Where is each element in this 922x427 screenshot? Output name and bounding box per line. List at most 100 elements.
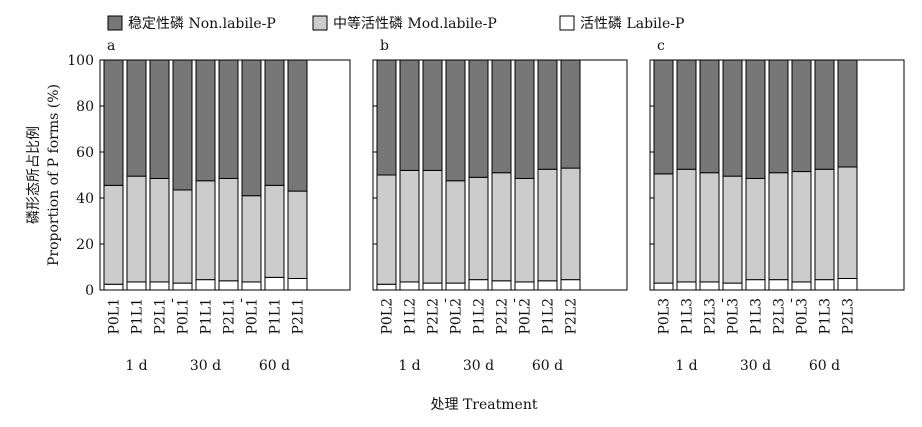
bar-non-a-0-2 <box>149 59 170 179</box>
bar-mod-a-2-0 <box>241 195 262 283</box>
bar-non-a-0-0 <box>103 59 124 186</box>
bar-labile-c-0-1 <box>676 281 697 291</box>
category-label: P0L1 <box>107 298 123 335</box>
bar-non-b-2-2 <box>560 59 581 169</box>
bar-non-c-2-0 <box>791 59 812 173</box>
bar-labile-c-1-1 <box>745 279 766 291</box>
bar-labile-b-1-2 <box>491 280 512 291</box>
y-tick-label: 0 <box>85 283 94 299</box>
legend-swatch-2 <box>312 15 328 31</box>
category-label: P0L3 <box>726 298 742 335</box>
category-label: P2L2 <box>495 298 511 335</box>
bar-non-c-1-1 <box>745 59 766 179</box>
legend-swatch-3 <box>559 15 575 31</box>
legend-label-1: 稳定性磷 Non.labile-P <box>128 16 276 32</box>
bar-non-a-1-0 <box>172 59 193 191</box>
y-tick-label: 40 <box>76 191 94 207</box>
group-separator: - <box>783 298 799 303</box>
bar-labile-c-2-1 <box>814 279 835 291</box>
bar-labile-c-2-0 <box>791 281 812 291</box>
category-label: P2L1 <box>291 298 307 335</box>
category-label: P1L2 <box>403 298 419 335</box>
bar-labile-a-1-1 <box>195 279 216 291</box>
category-label: P1L1 <box>130 298 146 335</box>
group-label: 30 d <box>190 358 221 374</box>
bar-labile-c-2-2 <box>837 278 858 291</box>
bar-mod-c-2-0 <box>791 171 812 283</box>
category-label: P0L3 <box>795 298 811 335</box>
group-label: 60 d <box>532 358 563 374</box>
y-tick-label: 100 <box>67 53 94 69</box>
bar-labile-a-0-0 <box>103 283 124 291</box>
group-separator: - <box>437 298 453 303</box>
category-label: P1L3 <box>680 298 696 335</box>
bar-mod-a-1-0 <box>172 189 193 284</box>
category-label: P0L2 <box>449 298 465 335</box>
bar-non-b-1-2 <box>491 59 512 174</box>
category-label: P2L3 <box>772 298 788 335</box>
x-axis-title: 处理 Treatment <box>431 397 538 413</box>
bar-labile-b-1-0 <box>445 282 466 291</box>
group-separator: - <box>714 298 730 303</box>
bar-labile-b-0-2 <box>422 282 443 291</box>
bar-labile-c-1-0 <box>722 282 743 291</box>
bar-non-c-1-2 <box>768 59 789 174</box>
bar-labile-c-1-2 <box>768 279 789 291</box>
bar-labile-a-0-2 <box>149 281 170 291</box>
bar-non-a-2-2 <box>287 59 308 192</box>
bar-mod-c-0-1 <box>676 168 697 283</box>
group-separator: - <box>506 298 522 303</box>
bar-non-c-0-2 <box>699 59 720 174</box>
y-tick-label: 80 <box>76 99 94 115</box>
bar-mod-a-2-1 <box>264 184 285 278</box>
bar-non-b-0-0 <box>376 59 397 176</box>
category-label: P2L2 <box>564 298 580 335</box>
bar-non-a-2-0 <box>241 59 262 197</box>
y-axis-label-en: Proportion of P forms (%) <box>46 84 62 266</box>
bar-labile-a-1-0 <box>172 282 193 291</box>
bar-mod-b-1-0 <box>445 180 466 284</box>
bar-mod-c-0-0 <box>653 173 674 284</box>
bar-non-b-2-1 <box>537 59 558 170</box>
bar-labile-b-2-2 <box>560 279 581 291</box>
panel-label-b: b <box>380 38 389 54</box>
category-label: P1L2 <box>541 298 557 335</box>
bar-mod-c-2-1 <box>814 168 835 281</box>
group-label: 30 d <box>740 358 771 374</box>
category-label: P1L2 <box>472 298 488 335</box>
bar-labile-b-2-0 <box>514 281 535 291</box>
bar-labile-b-0-1 <box>399 281 420 291</box>
bar-mod-b-0-1 <box>399 169 420 283</box>
bar-mod-a-1-2 <box>218 177 239 282</box>
group-label: 60 d <box>809 358 840 374</box>
category-label: P0L1 <box>245 298 261 335</box>
category-label: P1L1 <box>199 298 215 335</box>
y-axis-label-cn: 磷形态所占比例 <box>26 126 42 224</box>
bar-mod-b-0-0 <box>376 174 397 285</box>
bar-mod-a-0-0 <box>103 184 124 285</box>
bar-non-b-1-1 <box>468 59 489 178</box>
bar-labile-c-0-0 <box>653 282 674 291</box>
category-label: P0L2 <box>518 298 534 335</box>
panel-label-a: a <box>107 38 115 54</box>
group-separator: - <box>164 298 180 303</box>
bar-non-c-0-1 <box>676 59 697 170</box>
bar-non-a-1-1 <box>195 59 216 182</box>
category-label: P0L2 <box>380 298 396 335</box>
bar-non-b-0-1 <box>399 59 420 171</box>
bar-mod-c-2-2 <box>837 166 858 279</box>
panel-label-c: c <box>657 38 665 54</box>
bar-non-c-2-1 <box>814 59 835 170</box>
category-label: P2L1 <box>222 298 238 335</box>
bar-mod-a-0-2 <box>149 177 170 283</box>
legend-label-3: 活性磷 Labile-P <box>580 16 684 32</box>
category-label: P1L1 <box>268 298 284 335</box>
bar-labile-b-2-1 <box>537 280 558 291</box>
bar-mod-b-1-1 <box>468 176 489 281</box>
bar-mod-b-2-0 <box>514 177 535 283</box>
legend-label-2: 中等活性磷 Mod.labile-P <box>333 15 497 32</box>
bar-non-b-2-0 <box>514 59 535 179</box>
bar-labile-b-1-1 <box>468 279 489 291</box>
